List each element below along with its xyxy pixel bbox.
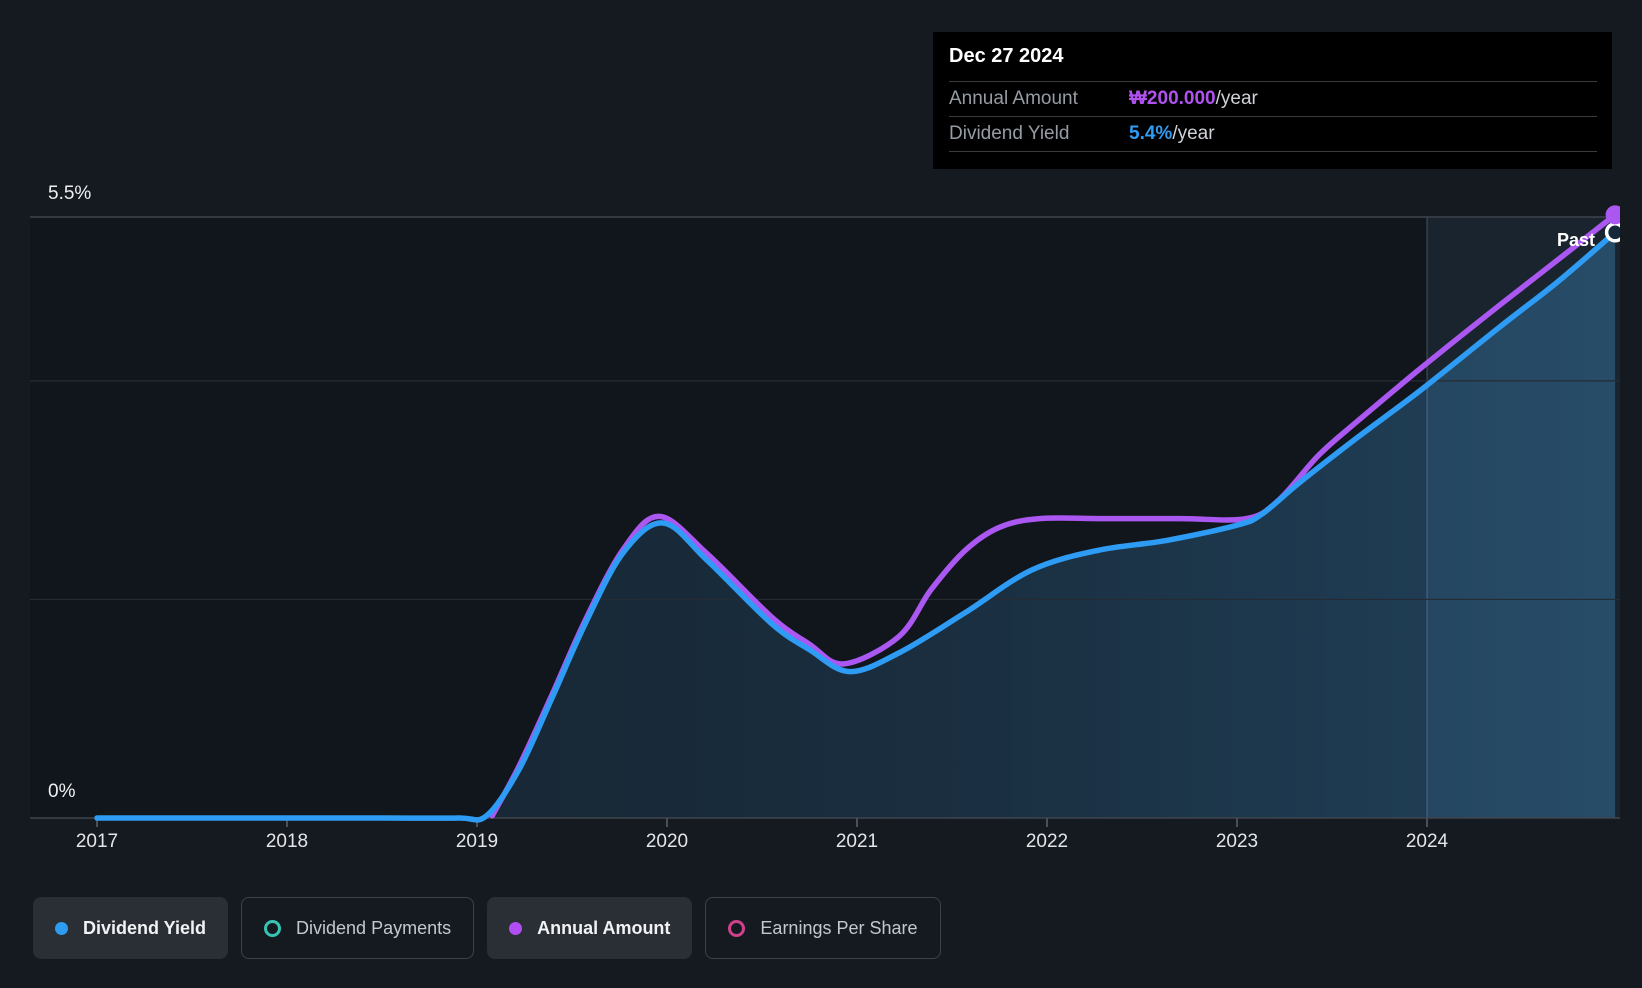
tooltip-value-suffix: /year: [1215, 88, 1258, 109]
tooltip-divider: [949, 116, 1597, 117]
annual-amount-dot-icon: [509, 921, 523, 935]
dividend-yield-endpoint-marker: [1604, 222, 1620, 243]
past-region-highlight: [1427, 217, 1620, 818]
x-tick-label-2018: 2018: [265, 831, 309, 852]
dividend-yield-dot-icon: [55, 921, 68, 935]
dividend-yield-area: [97, 232, 1616, 820]
tooltip-value: ₩200.000: [1129, 88, 1216, 109]
tooltip-row-dividend-yield: Dividend Yield 5.4% /year: [933, 117, 1612, 151]
legend-label: Earnings Per Share: [760, 917, 918, 938]
legend-item-annual-amount[interactable]: Annual Amount: [487, 897, 693, 959]
x-tick-label-2017: 2017: [75, 831, 119, 852]
tooltip-divider: [949, 81, 1597, 82]
tooltip-label: Annual Amount: [949, 88, 1078, 109]
tooltip-label: Dividend Yield: [949, 123, 1070, 144]
dividend-payments-ring-icon: [264, 919, 282, 937]
tooltip-row-annual-amount: Annual Amount ₩200.000 /year: [933, 82, 1612, 116]
legend: Dividend Yield Dividend Payments Annual …: [33, 897, 941, 959]
legend-label: Dividend Yield: [83, 917, 207, 938]
past-label: Past: [1556, 230, 1595, 250]
x-tick-label-2022: 2022: [1025, 831, 1069, 852]
tooltip-date: Dec 27 2024: [949, 45, 1064, 67]
tooltip-value-suffix: /year: [1172, 123, 1215, 144]
dividend-yield-line: [94, 229, 1618, 823]
tooltip-divider: [949, 151, 1597, 152]
legend-item-dividend-payments[interactable]: Dividend Payments: [241, 897, 475, 959]
legend-item-dividend-yield[interactable]: Dividend Yield: [33, 897, 229, 959]
earnings-per-share-ring-icon: [728, 919, 746, 937]
legend-item-earnings-per-share[interactable]: Earnings Per Share: [705, 897, 941, 959]
x-tick-label-2023: 2023: [1215, 831, 1259, 852]
y-axis-zero-label: 0%: [48, 781, 76, 802]
x-tick-label-2024: 2024: [1405, 831, 1449, 852]
y-axis-max-label: 5.5%: [48, 183, 92, 204]
x-tick-label-2019: 2019: [455, 831, 499, 852]
legend-label: Annual Amount: [537, 917, 671, 938]
tooltip-value: 5.4%: [1129, 123, 1173, 144]
annual-amount-endpoint-marker: [1605, 205, 1620, 225]
x-tick-label-2021: 2021: [835, 831, 879, 852]
legend-label: Dividend Payments: [296, 917, 452, 938]
x-tick-label-2020: 2020: [645, 831, 689, 852]
tooltip: Dec 27 2024 Annual Amount ₩200.000 /year…: [933, 32, 1612, 169]
